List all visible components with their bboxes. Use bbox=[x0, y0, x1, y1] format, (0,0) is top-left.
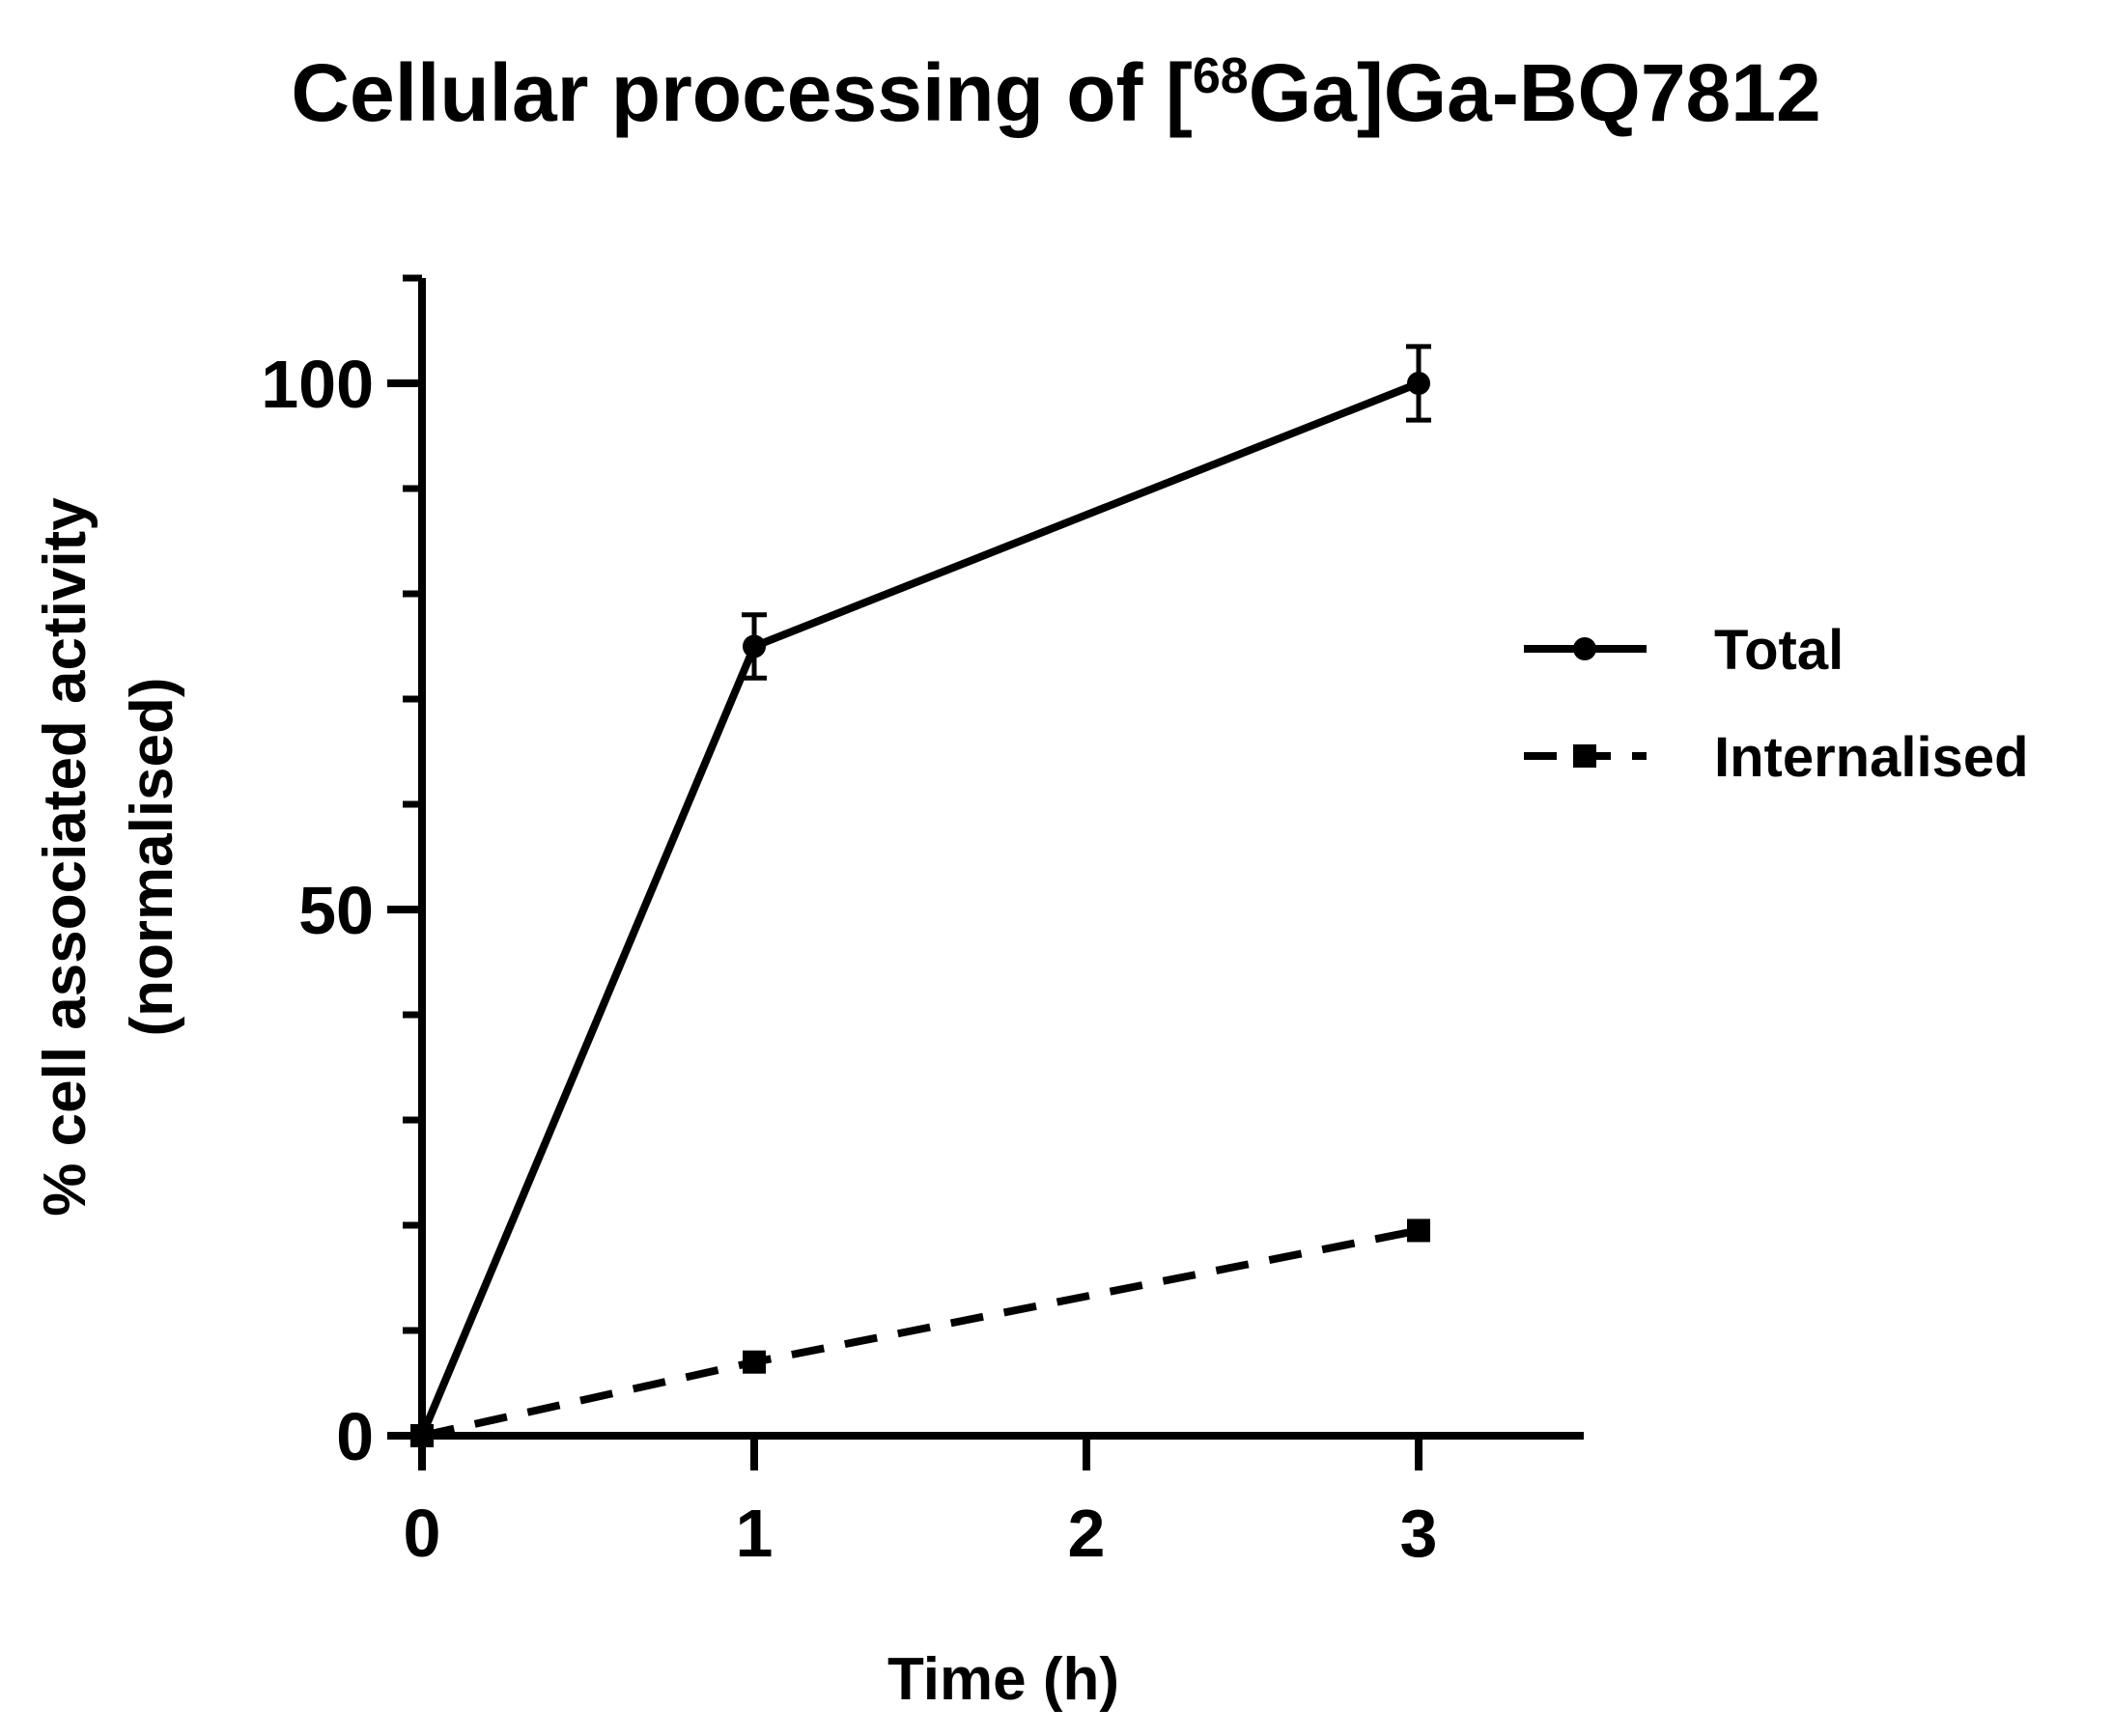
legend-label-total: Total bbox=[1714, 619, 1844, 682]
title-superscript: 68 bbox=[1192, 48, 1249, 104]
x-tick-label-3: 3 bbox=[1400, 1496, 1438, 1571]
x-tick-label-0: 0 bbox=[404, 1496, 441, 1571]
legend-item-internalised: Internalised bbox=[1524, 726, 2029, 789]
point-internalised-1 bbox=[743, 1350, 766, 1374]
point-internalised-0 bbox=[410, 1424, 434, 1447]
x-tick-label-2: 2 bbox=[1068, 1496, 1106, 1571]
legend: Total Internalised bbox=[1524, 619, 2029, 789]
series-layer bbox=[410, 344, 1431, 1447]
y-axis-title-line-2: (normalised) bbox=[119, 677, 185, 1036]
y-tick-label-0: 0 bbox=[336, 1399, 374, 1474]
legend-marker-internalised bbox=[1573, 744, 1596, 768]
point-total-1 bbox=[743, 634, 766, 658]
series-line-total bbox=[418, 379, 1421, 1438]
chart-title: Cellular processing of [68Ga]Ga-BQ7812 bbox=[0, 46, 2112, 140]
title-prefix: Cellular processing of [ bbox=[291, 47, 1193, 138]
y-tick-label-50: 50 bbox=[298, 873, 374, 948]
series-line-internalised bbox=[421, 1226, 1420, 1440]
title-suffix: Ga]Ga-BQ7812 bbox=[1248, 47, 1821, 138]
y-axis-title-line-1: % cell associated activity bbox=[32, 497, 99, 1217]
legend-marker-total bbox=[1573, 637, 1596, 660]
y-tick-label-100: 100 bbox=[261, 347, 374, 422]
x-tick-label-1: 1 bbox=[736, 1496, 774, 1571]
point-total-3 bbox=[1407, 372, 1430, 395]
legend-item-total: Total bbox=[1524, 619, 1844, 682]
x-axis-title: Time (h) bbox=[887, 1646, 1119, 1713]
legend-label-internalised: Internalised bbox=[1714, 726, 2029, 789]
axes: 0 50 100 0 1 2 3 Time (h) % cell associated acti… bbox=[32, 274, 1584, 1713]
point-internalised-3 bbox=[1407, 1218, 1430, 1243]
